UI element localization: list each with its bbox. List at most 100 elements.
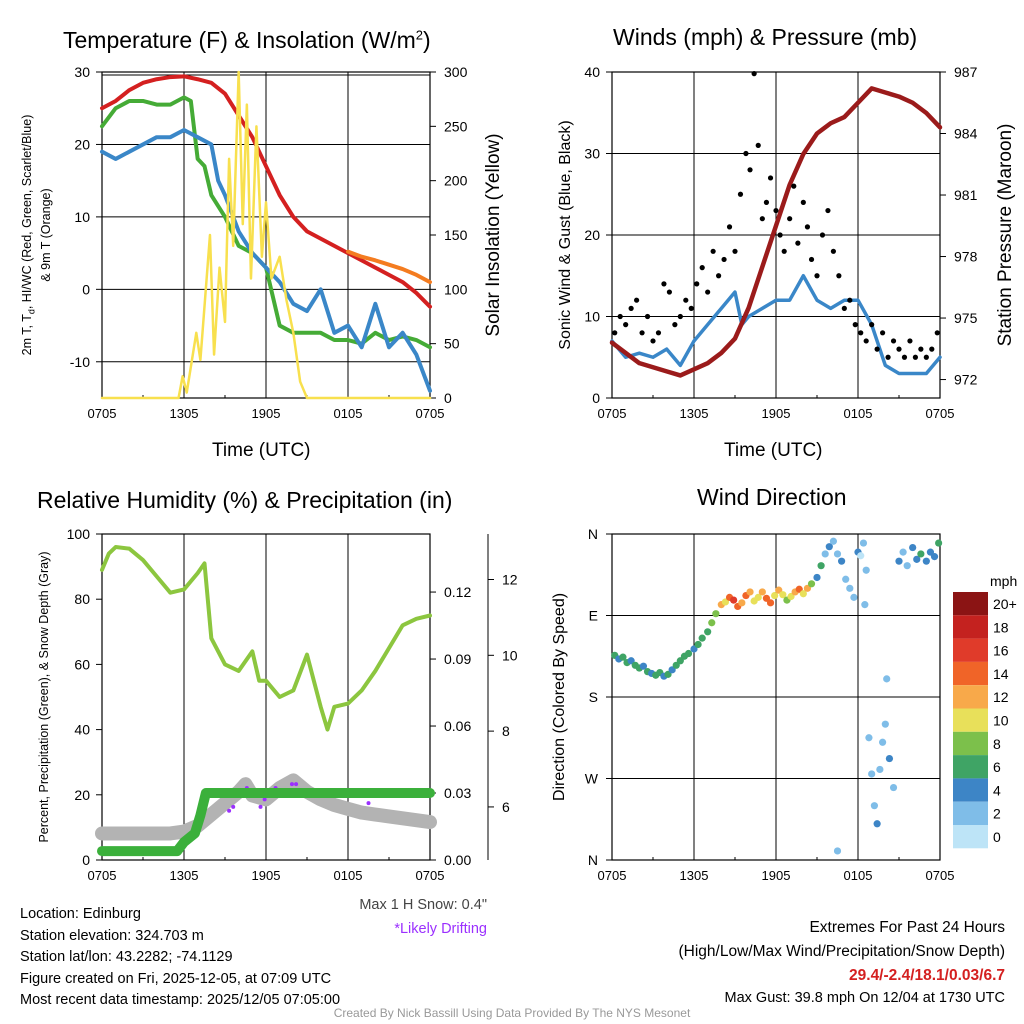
snow-y2-tick-label: 6 <box>502 799 510 815</box>
rh-y2-tick-label: 0.03 <box>444 785 471 801</box>
wind-point-gust <box>672 322 678 328</box>
wind-point-gust <box>800 199 806 205</box>
wdir-point <box>838 557 846 565</box>
wdir-x-tick-label: 0705 <box>598 868 627 883</box>
wind-point-gust <box>751 71 757 77</box>
rh-y2-tick-label: 0.06 <box>444 718 471 734</box>
wind-point-gust <box>721 256 727 263</box>
legend-title: mph <box>990 573 1018 589</box>
wdir-point <box>754 593 762 601</box>
legend-swatch-18 <box>953 615 988 639</box>
wind-y2-tick-label: 978 <box>954 249 978 265</box>
temp-y2-tick-label: 250 <box>444 118 468 134</box>
wdir-y-tick-label: W <box>585 771 599 787</box>
wind-point-gust <box>732 248 738 254</box>
lat-lon: Station lat/lon: 43.2282; -74.1129 <box>20 949 233 965</box>
legend-label: 20+ <box>993 596 1017 612</box>
temp-series-9m-t <box>346 249 432 285</box>
legend-label: 4 <box>993 782 1001 798</box>
wdir-point <box>746 588 754 596</box>
station-info: Location: Edinburg Station elevation: 32… <box>20 904 340 1012</box>
wind-point-gust <box>743 150 749 157</box>
wdir-point <box>833 847 842 855</box>
wind-point-gust <box>808 256 815 263</box>
wind-point-gust <box>639 330 645 336</box>
legend-label: 8 <box>993 736 1001 752</box>
temp-y2-tick-label: 0 <box>444 390 452 406</box>
wdir-point <box>704 628 712 636</box>
legend-swatch-14 <box>953 661 988 686</box>
rh-x-tick-label: 0105 <box>334 868 363 883</box>
snow-y2-tick-label: 10 <box>502 647 518 663</box>
wind-point-gust <box>863 338 869 344</box>
temp-y-tick-label: -10 <box>70 354 90 370</box>
temp-x-tick-label: 0105 <box>334 406 363 421</box>
wind-series-sonic-wind <box>610 274 942 376</box>
wind-point-gust <box>773 207 779 214</box>
wdir-point <box>766 599 775 607</box>
wdir-y-tick-label: N <box>588 852 598 868</box>
rh-x-tick-label: 1305 <box>170 868 199 883</box>
wdir-point <box>881 720 889 728</box>
wdir-point <box>889 783 898 792</box>
wind-point-gust <box>759 216 765 222</box>
temp-y-tick-label: 0 <box>82 281 90 297</box>
wdir-point <box>903 562 911 570</box>
wind-point-gust <box>623 322 629 328</box>
wdir-y-tick-label: S <box>589 689 598 705</box>
legend-swatch-2 <box>953 801 988 825</box>
wdir-point <box>865 734 873 742</box>
wind-point-gust <box>612 330 618 336</box>
rh-plot-frame <box>101 533 431 861</box>
wind-point-gust <box>858 330 864 336</box>
wind-point-gust <box>912 354 919 360</box>
wind-y2-tick-label: 987 <box>954 64 978 80</box>
temp-y2-label: Solar Insolation (Yellow) <box>483 133 504 337</box>
temp-y-tick-label: 30 <box>74 64 90 80</box>
wdir-point <box>870 802 879 810</box>
wdir-point <box>821 550 829 558</box>
wdir-y-label: Direction (Colored By Speed) <box>551 592 568 802</box>
rh-y-tick-label: 0 <box>82 852 90 868</box>
wind-point-gust <box>763 199 770 205</box>
wind-point-gust <box>918 346 924 352</box>
rh-point-drifting <box>227 808 232 813</box>
wind-point-gust <box>737 191 744 197</box>
wdir-point <box>876 765 884 774</box>
wdir-point <box>922 557 930 565</box>
legend-label: 12 <box>993 689 1009 705</box>
snow-y2-tick-label: 8 <box>502 723 510 739</box>
rh-point-drifting <box>262 797 267 802</box>
wdir-point <box>917 550 925 558</box>
wind-point-gust <box>814 273 820 279</box>
wind-y-tick-label: 20 <box>584 227 600 243</box>
wdir-point <box>712 610 720 618</box>
wind-point-gust <box>929 346 935 352</box>
wind-y2-tick-label: 972 <box>954 372 978 388</box>
legend-swatch-20plus <box>953 592 988 616</box>
wind-y2-tick-label: 975 <box>954 310 978 326</box>
extremes-subtitle: (High/Low/Max Wind/Precipitation/Snow De… <box>678 943 1006 960</box>
wdir-point <box>883 675 891 683</box>
temp-series-2m-t <box>100 74 432 309</box>
rh-y-tick-label: 40 <box>74 722 90 738</box>
elevation: Station elevation: 324.703 m <box>20 927 204 944</box>
wdir-point <box>930 553 939 561</box>
wdir-point <box>846 584 854 592</box>
wdir-point <box>619 653 627 661</box>
wind-y2-tick-label: 984 <box>954 126 978 142</box>
legend-label: 2 <box>993 806 1001 822</box>
rh-point-drifting <box>366 801 371 806</box>
wdir-point <box>861 601 869 609</box>
wind-point-gust <box>791 183 797 189</box>
wind-x-label: Time (UTC) <box>724 440 823 461</box>
wind-y-tick-label: 30 <box>584 146 600 162</box>
wind-point-gust <box>617 313 623 320</box>
wdir-point <box>909 543 917 552</box>
legend-swatch-8 <box>953 731 988 756</box>
wind-point-gust <box>677 313 683 320</box>
extremes-values: 29.4/-2.4/18.1/0.03/6.7 <box>849 967 1005 984</box>
wind-point-gust <box>907 338 913 344</box>
drifting-annotation: *Likely Drifting <box>394 921 487 937</box>
